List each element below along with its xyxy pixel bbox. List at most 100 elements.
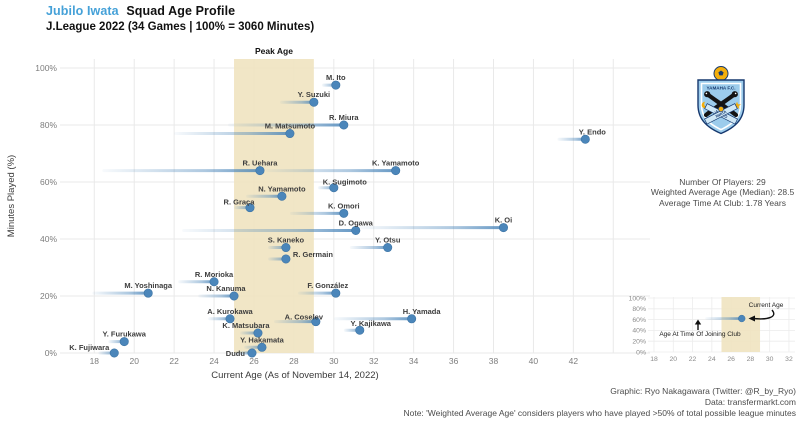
peak-age-label: Peak Age: [255, 46, 293, 56]
crest-ball-pentagon-icon: [718, 70, 724, 76]
club-name: Jubilo Iwata: [46, 4, 119, 18]
player-dot: [339, 120, 349, 130]
player-dot: [498, 223, 508, 233]
player-tenure-line: [198, 294, 235, 298]
player-label: F. González: [307, 281, 348, 290]
inset-y-tick-label: 80%: [632, 306, 646, 313]
player-dot: [119, 337, 129, 347]
crest-bird-head-icon: [731, 91, 738, 98]
x-tick-label: 30: [329, 356, 339, 366]
player-dot: [391, 166, 401, 176]
player-tenure-line: [240, 331, 258, 335]
crest-star-icon: [733, 101, 741, 109]
inset-x-tick-label: 24: [708, 356, 716, 363]
player-tenure-line: [102, 169, 260, 173]
credit-data: Data: transfermarkt.com: [704, 397, 796, 407]
player-tenure-line: [92, 291, 149, 295]
player-label: K. Oi: [495, 216, 513, 225]
player-label: Y. Endo: [579, 127, 607, 136]
player-tenure-line: [289, 211, 344, 215]
inset-x-tick-label: 22: [689, 356, 697, 363]
stat-weighted-average-age: Weighted Average Age (Median): 28.5: [650, 187, 795, 198]
player-tenure-line: [208, 317, 231, 321]
inset-tenure-line: [705, 317, 742, 320]
player-tenure-line: [349, 246, 388, 250]
credits: Graphic: Ryo Nakagawara (Twitter: @R_by_…: [326, 386, 796, 419]
player-tenure-line: [182, 228, 356, 232]
player-tenure-line: [557, 137, 586, 141]
main-gridlines: [60, 59, 650, 354]
player-dot: [331, 288, 341, 298]
player-series: M. Ito Y. Suzuki R. Miura M. Matsumoto Y. En…: [69, 73, 606, 358]
player-dot: [580, 134, 590, 144]
inset-x-tick-label: 30: [766, 356, 774, 363]
player-dot: [245, 203, 255, 213]
player-tenure-line: [244, 345, 262, 349]
player-dot: [331, 80, 341, 90]
player-label: N. Kanuma: [206, 284, 246, 293]
page-title: Jubilo Iwata Squad Age Profile: [46, 4, 235, 18]
x-tick-label: 18: [90, 356, 100, 366]
inset-y-tick-label: 100%: [629, 295, 646, 302]
player-label: M. Yoshinaga: [124, 281, 172, 290]
y-axis-title: Minutes Played (%): [6, 155, 17, 237]
player-dot: [255, 166, 265, 176]
x-tick-label: 32: [369, 356, 379, 366]
player-dot: [229, 291, 239, 301]
inset-x-tick-label: 28: [747, 356, 755, 363]
x-tick-label: 40: [529, 356, 539, 366]
player-tenure-line: [245, 194, 282, 198]
player-tenure-line: [273, 320, 316, 324]
player-tenure-line: [267, 246, 286, 250]
y-tick-label: 60%: [40, 177, 57, 187]
inset-y-tick-label: 20%: [632, 339, 646, 346]
inset-peak-band: [721, 297, 761, 352]
player-label: Y. Furukawa: [103, 330, 147, 339]
x-tick-label: 36: [449, 356, 459, 366]
player-label: K. Fujiwara: [69, 343, 110, 352]
current-age-arrowhead-icon: [748, 315, 755, 322]
inset-y-tick-label: 40%: [632, 328, 646, 335]
player-label: K. Yamamoto: [372, 159, 420, 168]
crest-top-text: YAMAHA F.C.: [706, 86, 735, 91]
y-tick-label: 40%: [40, 234, 57, 244]
player-tenure-line: [234, 351, 252, 355]
player-dot: [281, 243, 291, 253]
x-tick-label: 22: [169, 356, 179, 366]
player-label: K. Sugimoto: [323, 178, 368, 187]
player-tenure-line: [359, 226, 504, 230]
x-tick-label: 20: [129, 356, 139, 366]
credit-graphic: Graphic: Ryo Nakagawara (Twitter: @R_by_…: [610, 386, 796, 396]
player-tenure-line: [178, 280, 215, 284]
player-dot: [311, 317, 321, 327]
joined-age-annotation: Age At Time Of Joining Club: [659, 331, 741, 338]
player-label: R. Morioka: [195, 270, 234, 279]
player-label: N. Yamamoto: [258, 184, 306, 193]
player-dot: [355, 325, 365, 335]
inset-example: [705, 314, 746, 323]
crest-bird-eye-icon: [734, 92, 737, 95]
player-dot: [257, 342, 267, 352]
stat-average-time-at-club: Average Time At Club: 1.78 Years: [659, 197, 786, 208]
y-tick-label: 20%: [40, 291, 57, 301]
jubilo-iwata-crest-icon: YAMAHA F.C. JUBILO IWATA: [697, 66, 745, 135]
player-dot: [225, 314, 235, 324]
crest-inner-border: [700, 82, 742, 131]
player-label: M. Ito: [326, 73, 346, 82]
crest-sun-icon: [718, 106, 724, 112]
inset-x-tick-label: 20: [669, 356, 677, 363]
x-tick-label: 24: [209, 356, 219, 366]
player-dot: [309, 97, 319, 107]
player-dot: [351, 225, 361, 235]
y-tick-label: 100%: [35, 63, 57, 73]
player-label: R. Graça: [224, 198, 256, 207]
crest-bird-head-icon: [704, 91, 711, 98]
current-age-annotation: Current Age: [749, 302, 784, 309]
player-tenure-line: [265, 169, 396, 173]
y-tick-label: 80%: [40, 120, 57, 130]
chart-subtitle: J.League 2022 (34 Games | 100% = 3060 Mi…: [46, 21, 315, 33]
legend-inset-chart: 18 20 22 24 26 28 30 32 0% 20% 40% 60% 80% 100% Curre…: [629, 295, 795, 363]
player-label: R. Germain: [293, 250, 333, 259]
